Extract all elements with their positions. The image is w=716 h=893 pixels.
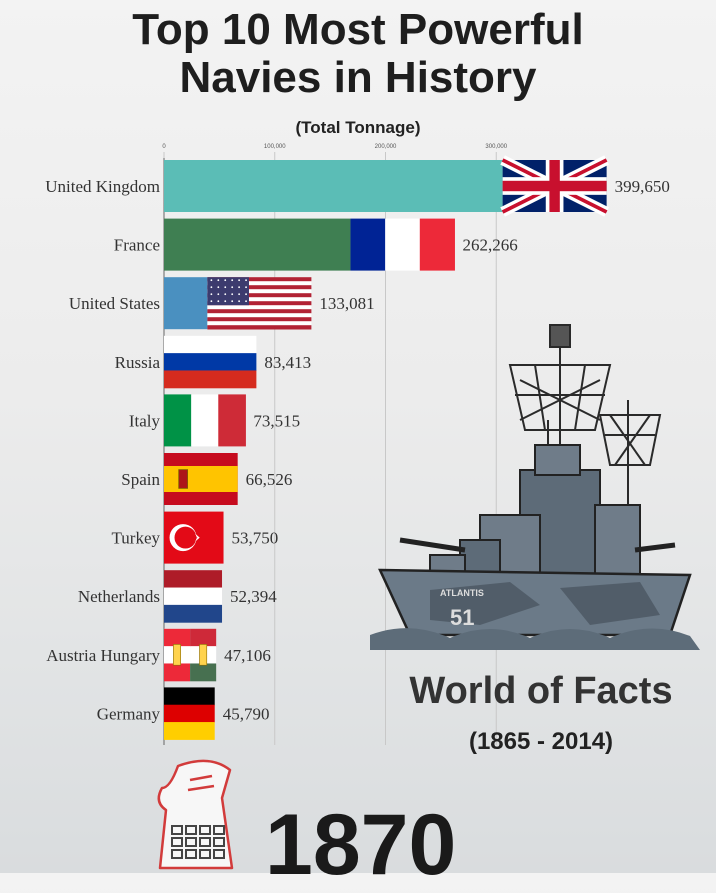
category-label: Spain <box>121 470 160 489</box>
italy-flag-icon <box>164 394 246 447</box>
value-label: 47,106 <box>224 646 271 665</box>
value-label: 66,526 <box>246 470 293 489</box>
category-label: Turkey <box>112 529 161 548</box>
battleship-icon: ATLANTIS 51 <box>370 320 700 665</box>
value-label: 83,413 <box>264 353 311 372</box>
category-label: Netherlands <box>78 587 160 606</box>
svg-text:51: 51 <box>450 605 474 630</box>
calculator-icon <box>150 758 240 878</box>
bar-row: United Kingdom 399,650 <box>45 155 670 217</box>
value-label: 262,266 <box>462 236 517 255</box>
bar-row: Netherlands 52,394 <box>78 570 277 623</box>
bar-row: Austria Hungary 47,106 <box>46 628 271 682</box>
tick-label: 200,000 <box>375 144 397 150</box>
category-label: Germany <box>97 704 161 723</box>
category-label: Russia <box>115 353 161 372</box>
bar-row: Germany 45,790 <box>97 687 270 740</box>
russia-flag-icon <box>164 335 257 389</box>
bar-row: Spain 66,526 <box>121 453 292 505</box>
bar <box>164 218 351 271</box>
chart-title: Top 10 Most Powerful Navies in History <box>0 6 716 102</box>
value-label: 52,394 <box>230 587 277 606</box>
netherlands-flag-icon <box>164 570 223 623</box>
title-line-2: Navies in History <box>179 53 537 102</box>
uk-flag-icon <box>500 155 609 217</box>
current-year: 1870 <box>265 797 457 893</box>
value-label: 399,650 <box>615 177 670 196</box>
turkey-flag-icon <box>164 511 224 564</box>
tick-label: 0 <box>162 144 166 150</box>
category-label: France <box>114 236 160 255</box>
bar <box>164 160 503 212</box>
bars-layer: United Kingdom 399,650 France 262,266 United… <box>45 155 670 740</box>
france-flag-icon <box>350 218 455 271</box>
germany-flag-icon <box>164 687 215 740</box>
spain-flag-icon <box>164 453 238 505</box>
category-label: Austria Hungary <box>46 646 160 665</box>
bar-row: France 262,266 <box>114 218 518 271</box>
bar-row: United States 133,081 <box>69 277 375 330</box>
category-label: Italy <box>129 411 161 430</box>
value-label: 45,790 <box>223 704 270 723</box>
category-label: United Kingdom <box>45 177 160 196</box>
tick-label: 300,000 <box>485 144 507 150</box>
category-label: United States <box>69 294 160 313</box>
bar-row: Turkey 53,750 <box>112 511 279 564</box>
value-label: 53,750 <box>232 529 279 548</box>
brand-years: (1865 - 2014) <box>468 728 614 755</box>
bar <box>164 277 208 330</box>
value-label: 133,081 <box>319 294 374 313</box>
brand-name: World of Facts <box>409 670 673 712</box>
value-label: 73,515 <box>253 411 300 430</box>
svg-text:ATLANTIS: ATLANTIS <box>440 588 484 598</box>
chart-subtitle: (Total Tonnage) <box>295 118 421 137</box>
austria-hungary-flag-icon <box>164 628 217 682</box>
bar-row: Russia 83,413 <box>115 335 311 389</box>
tick-label: 100,000 <box>264 144 286 150</box>
title-line-1: Top 10 Most Powerful <box>132 5 584 54</box>
bar-row: Italy 73,515 <box>129 394 300 447</box>
usa-flag-icon <box>207 277 312 330</box>
